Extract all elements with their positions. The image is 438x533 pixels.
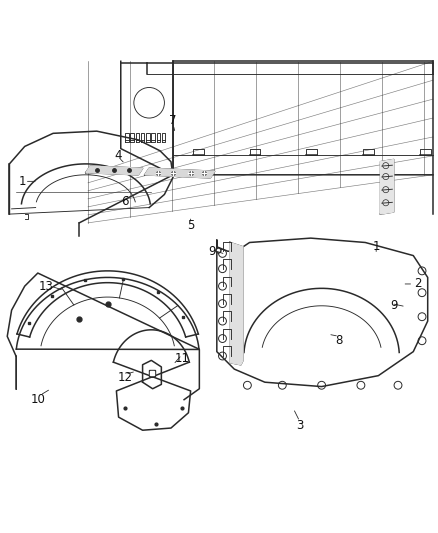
Text: 3: 3 <box>296 419 304 432</box>
Polygon shape <box>86 166 143 175</box>
Text: 6: 6 <box>121 195 129 207</box>
Text: 9: 9 <box>390 300 397 312</box>
Polygon shape <box>145 168 215 178</box>
Text: 2: 2 <box>414 278 421 290</box>
Text: 13: 13 <box>39 280 54 293</box>
Text: 11: 11 <box>174 352 189 365</box>
Polygon shape <box>230 243 243 365</box>
Text: 1: 1 <box>19 175 26 188</box>
Text: 8: 8 <box>336 334 343 347</box>
Text: 5: 5 <box>187 219 194 231</box>
Polygon shape <box>381 159 394 214</box>
Text: 7: 7 <box>170 114 177 127</box>
Text: 4: 4 <box>115 149 122 161</box>
Text: 1: 1 <box>372 240 380 253</box>
Text: 12: 12 <box>118 372 133 384</box>
Text: 10: 10 <box>30 393 45 406</box>
Text: 9: 9 <box>208 245 216 258</box>
